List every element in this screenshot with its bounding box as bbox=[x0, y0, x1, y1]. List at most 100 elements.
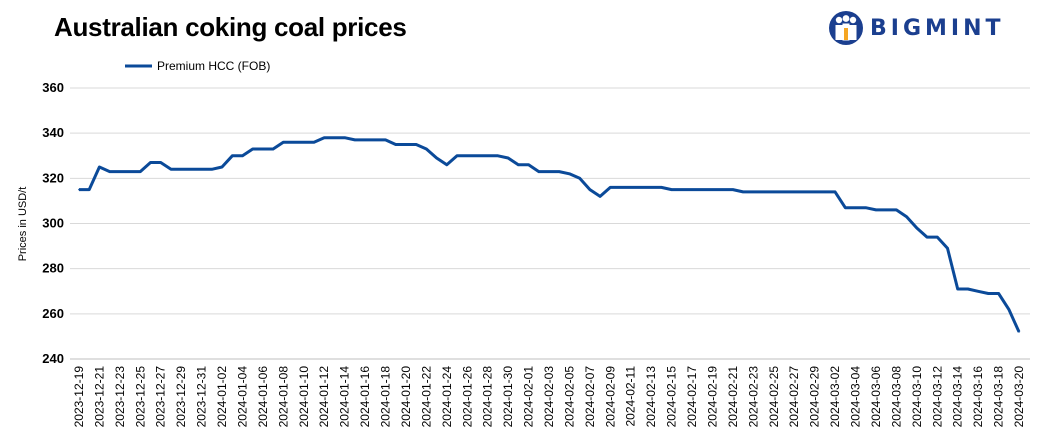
x-tick-label: 2024-01-02 bbox=[215, 366, 229, 428]
data-point bbox=[813, 191, 816, 193]
x-tick-label: 2024-02-21 bbox=[726, 366, 740, 428]
x-tick-label: 2023-12-19 bbox=[72, 366, 86, 428]
x-tick-label: 2024-01-16 bbox=[358, 366, 372, 428]
data-point bbox=[405, 143, 407, 146]
y-tick-label: 280 bbox=[42, 261, 64, 276]
data-point bbox=[394, 143, 397, 146]
data-point bbox=[619, 186, 622, 189]
data-point bbox=[517, 164, 520, 166]
chart-title: Australian coking coal prices bbox=[54, 12, 407, 42]
x-tick-label: 2024-01-18 bbox=[379, 366, 393, 428]
data-point bbox=[670, 188, 673, 191]
data-point bbox=[139, 170, 142, 173]
x-tick-label: 2024-01-26 bbox=[460, 366, 474, 428]
series-line-premium-hcc bbox=[79, 136, 1021, 333]
data-point bbox=[629, 186, 632, 189]
data-point bbox=[783, 191, 785, 193]
data-point bbox=[119, 170, 121, 173]
data-point bbox=[721, 188, 724, 191]
y-tick-label: 360 bbox=[42, 80, 64, 95]
y-tick-label: 300 bbox=[42, 216, 64, 231]
data-point bbox=[824, 191, 826, 193]
x-tick-label: 2024-02-29 bbox=[808, 366, 822, 428]
x-tick-label: 2024-01-30 bbox=[501, 366, 515, 428]
x-tick-label: 2024-03-10 bbox=[910, 366, 924, 428]
data-point bbox=[793, 191, 795, 193]
data-point bbox=[660, 186, 663, 189]
x-tick-label: 2024-01-10 bbox=[297, 366, 311, 428]
legend: Premium HCC (FOB) bbox=[125, 59, 270, 73]
x-tick-label: 2024-01-06 bbox=[256, 366, 270, 428]
x-tick-label: 2023-12-27 bbox=[154, 366, 168, 428]
y-tick-label: 320 bbox=[42, 170, 64, 185]
series-group bbox=[78, 136, 1021, 333]
data-point bbox=[333, 136, 336, 139]
x-tick-label: 2024-01-14 bbox=[338, 366, 352, 428]
x-tick-label: 2024-03-18 bbox=[992, 366, 1006, 428]
data-point bbox=[956, 288, 959, 290]
x-tick-label: 2024-01-08 bbox=[276, 366, 290, 428]
x-tick-label: 2023-12-21 bbox=[92, 366, 106, 428]
x-tick-label: 2024-03-06 bbox=[869, 366, 883, 428]
data-point bbox=[200, 168, 203, 171]
x-tick-label: 2024-01-12 bbox=[317, 366, 331, 428]
data-point bbox=[701, 188, 704, 191]
data-point bbox=[538, 170, 540, 173]
x-tick-label: 2024-02-17 bbox=[685, 366, 699, 428]
data-point bbox=[895, 209, 898, 211]
x-tick-label: 2024-03-14 bbox=[951, 366, 965, 428]
data-point bbox=[578, 177, 581, 180]
data-point bbox=[497, 155, 499, 157]
data-point bbox=[456, 155, 458, 157]
brand-logo: BIGMINT bbox=[828, 10, 1005, 46]
data-point bbox=[486, 155, 489, 157]
data-point bbox=[241, 155, 244, 157]
data-point bbox=[88, 188, 90, 191]
data-point bbox=[272, 148, 274, 150]
data-point bbox=[977, 290, 979, 293]
data-point bbox=[609, 186, 612, 189]
data-point bbox=[466, 155, 469, 157]
data-point bbox=[946, 247, 949, 250]
data-point bbox=[374, 139, 377, 141]
x-tick-label: 2024-02-15 bbox=[665, 366, 679, 428]
data-point bbox=[323, 136, 326, 139]
data-point bbox=[1008, 308, 1010, 311]
x-tick-label: 2024-02-27 bbox=[787, 366, 801, 428]
data-point bbox=[691, 188, 693, 191]
data-point bbox=[435, 157, 438, 159]
data-point bbox=[916, 227, 918, 229]
data-point bbox=[773, 191, 775, 193]
y-tick-label: 260 bbox=[42, 306, 64, 321]
data-point bbox=[762, 191, 765, 193]
data-point bbox=[711, 188, 714, 191]
y-tick-label: 340 bbox=[42, 125, 64, 140]
data-point bbox=[527, 164, 530, 166]
data-point bbox=[303, 141, 305, 143]
x-tick-label: 2023-12-31 bbox=[195, 366, 209, 428]
x-tick-label: 2024-03-20 bbox=[1012, 366, 1026, 428]
data-point bbox=[967, 288, 969, 290]
data-point bbox=[589, 188, 591, 191]
data-point bbox=[905, 215, 908, 218]
x-tick-label: 2024-02-09 bbox=[603, 366, 617, 428]
data-point bbox=[354, 139, 356, 141]
data-point bbox=[149, 161, 152, 164]
data-point bbox=[251, 148, 254, 150]
x-tick-label: 2024-03-08 bbox=[889, 366, 903, 428]
y-tick-label: 240 bbox=[42, 351, 64, 366]
data-point bbox=[752, 191, 755, 193]
data-point bbox=[384, 139, 387, 141]
data-point bbox=[108, 170, 111, 173]
data-point bbox=[742, 191, 744, 193]
x-tick-label: 2023-12-29 bbox=[174, 366, 188, 428]
data-point bbox=[681, 188, 683, 191]
data-point bbox=[854, 206, 857, 209]
data-point bbox=[803, 191, 806, 193]
data-point bbox=[875, 209, 877, 211]
data-point bbox=[190, 168, 193, 171]
data-point bbox=[844, 206, 847, 209]
x-tick-label: 2024-01-04 bbox=[235, 366, 249, 428]
data-point bbox=[548, 170, 550, 173]
